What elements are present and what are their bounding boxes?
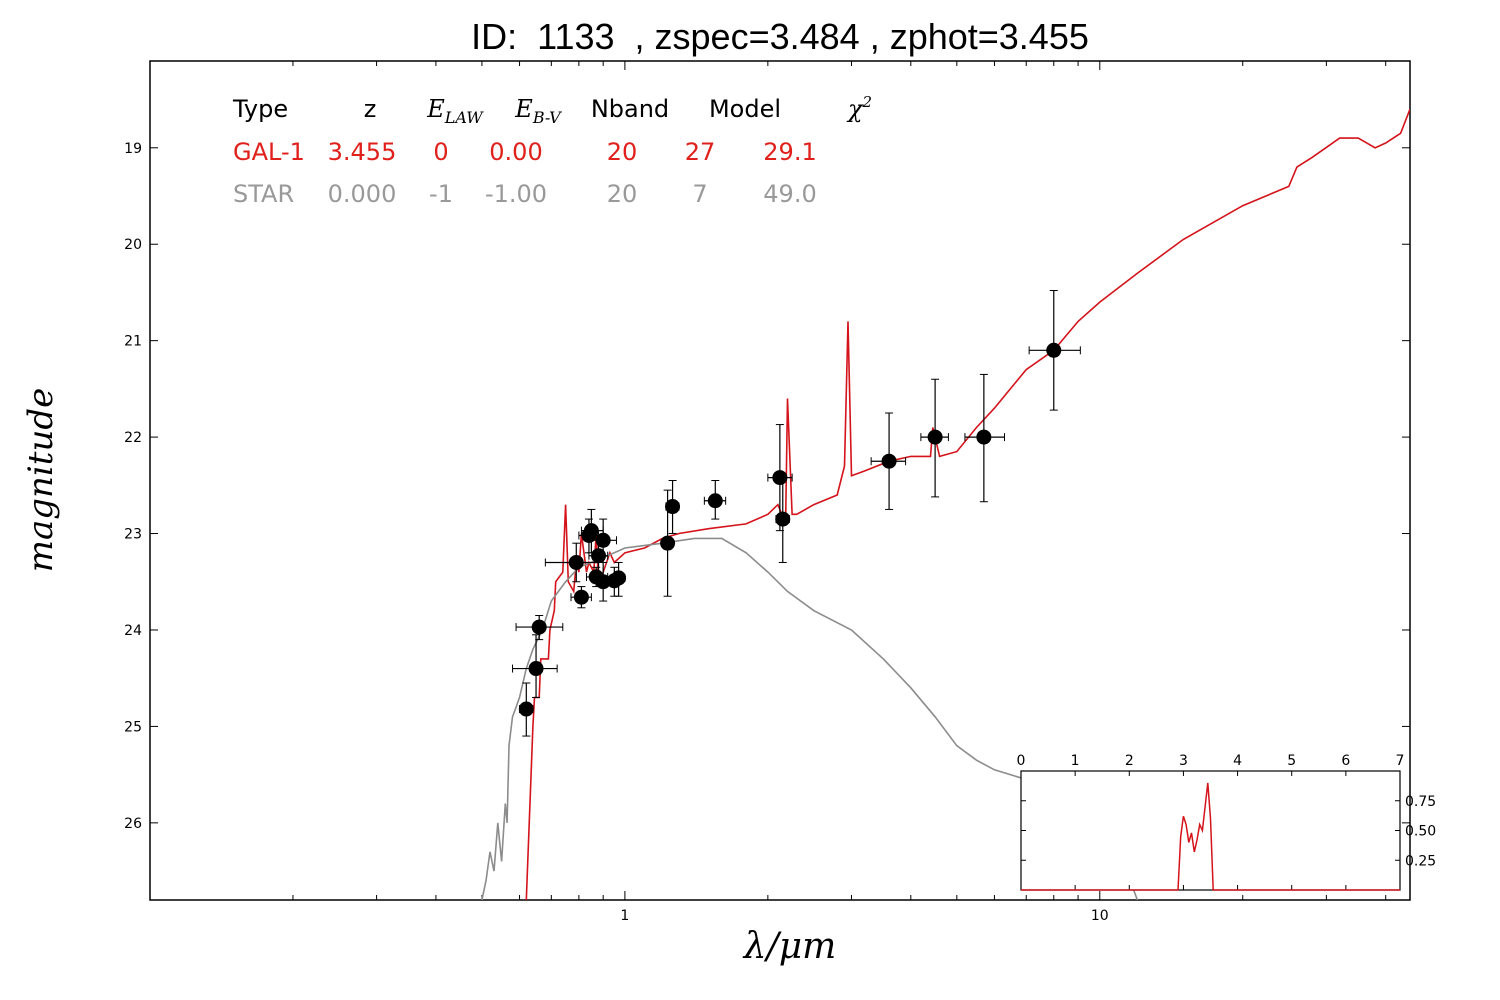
series-line-gal-1 xyxy=(525,108,1410,900)
legend-cell: 27 xyxy=(685,138,716,166)
legend-cell: -1.00 xyxy=(485,180,547,208)
data-point xyxy=(665,480,681,535)
point-marker xyxy=(568,554,584,570)
y-tick-label: 22 xyxy=(124,430,142,446)
legend-table: Type z ELAW EB-V Nband Model χ2 GAL-1 3.455 0 0.00… xyxy=(232,93,872,208)
inset-x-tick-label: 3 xyxy=(1179,753,1188,769)
inset-pz-plot: 0 1 2 3 4 5 6 7 0.25 0.50 0.75 xyxy=(1017,753,1436,891)
point-marker xyxy=(775,511,791,527)
legend-header: Model xyxy=(709,95,781,123)
y-axis-label: magnitude xyxy=(21,388,61,573)
legend-header: Nband xyxy=(591,95,669,123)
y-tick-label: 21 xyxy=(124,334,142,350)
x-axis-label: λ/μm xyxy=(742,926,836,967)
point-marker xyxy=(927,429,943,445)
data-point xyxy=(611,561,627,597)
inset-x-tick-label: 5 xyxy=(1287,753,1296,769)
data-point xyxy=(512,634,558,698)
legend-cell: 29.1 xyxy=(763,138,816,166)
y-tick-label: 24 xyxy=(124,623,142,639)
inset-x-tick-label: 2 xyxy=(1125,753,1134,769)
data-point xyxy=(964,373,1005,503)
legend-cell: GAL-1 xyxy=(233,138,305,166)
data-point xyxy=(703,480,727,520)
point-marker xyxy=(881,453,897,469)
point-marker xyxy=(528,661,544,677)
point-marker xyxy=(591,548,607,564)
x-tick-label: 1 xyxy=(620,908,629,924)
legend-header: ELAW xyxy=(426,95,484,127)
legend-cell: 20 xyxy=(607,180,638,208)
inset-x-tick-label: 7 xyxy=(1396,753,1405,769)
plot-frame xyxy=(149,60,1411,901)
point-marker xyxy=(707,493,723,509)
data-point xyxy=(775,475,791,563)
legend-cell: 3.455 xyxy=(328,138,397,166)
chart-title: ID: 1133 , zspec=3.484 , zphot=3.455 xyxy=(471,16,1089,57)
data-point xyxy=(518,682,534,737)
data-point xyxy=(870,412,907,510)
data-point xyxy=(570,586,592,609)
legend-cell: 49.0 xyxy=(763,180,816,208)
inset-x-tick-label: 6 xyxy=(1341,753,1350,769)
y-tick-label: 26 xyxy=(124,816,142,832)
point-marker xyxy=(660,535,676,551)
y-tick-label: 20 xyxy=(124,237,142,253)
legend-cell: 20 xyxy=(607,138,638,166)
point-marker xyxy=(772,470,788,486)
data-point xyxy=(590,518,617,563)
inset-y-tick-label: 0.50 xyxy=(1405,824,1436,840)
y-tick-label: 23 xyxy=(124,527,142,543)
inset-x-tick-label: 4 xyxy=(1233,753,1242,769)
point-marker xyxy=(531,619,547,635)
series-line-star xyxy=(481,537,1139,900)
legend-cell: 0.000 xyxy=(328,180,397,208)
point-marker xyxy=(611,570,627,586)
inset-y-tick-label: 0.75 xyxy=(1405,794,1436,810)
legend-cell: 0 xyxy=(433,138,448,166)
legend-cell: STAR xyxy=(233,180,294,208)
legend-cell: 7 xyxy=(692,180,707,208)
legend-header: EB-V xyxy=(514,95,562,127)
legend-header: χ2 xyxy=(846,93,872,123)
point-marker xyxy=(976,429,992,445)
legend-cell: 0.00 xyxy=(489,138,542,166)
legend-header: Type xyxy=(232,95,288,123)
point-marker xyxy=(1046,342,1062,358)
inset-x-tick-label: 0 xyxy=(1017,753,1026,769)
y-tick-label: 25 xyxy=(124,719,142,735)
point-marker xyxy=(573,589,589,605)
inset-pz-line xyxy=(1021,782,1400,891)
y-tick-label: 19 xyxy=(124,141,142,157)
data-point xyxy=(1028,290,1081,411)
x-tick-label: 10 xyxy=(1091,908,1109,924)
legend-header: z xyxy=(364,95,377,123)
point-marker xyxy=(583,523,599,539)
inset-x-tick-label: 1 xyxy=(1071,753,1080,769)
data-point xyxy=(515,615,564,641)
point-marker xyxy=(595,532,611,548)
point-marker xyxy=(595,574,611,590)
data-point xyxy=(920,378,949,498)
legend-cell: -1 xyxy=(429,180,453,208)
inset-y-tick-label: 0.25 xyxy=(1405,853,1436,869)
point-marker xyxy=(518,701,534,717)
plot-contents xyxy=(481,108,1410,900)
point-marker xyxy=(665,499,681,515)
